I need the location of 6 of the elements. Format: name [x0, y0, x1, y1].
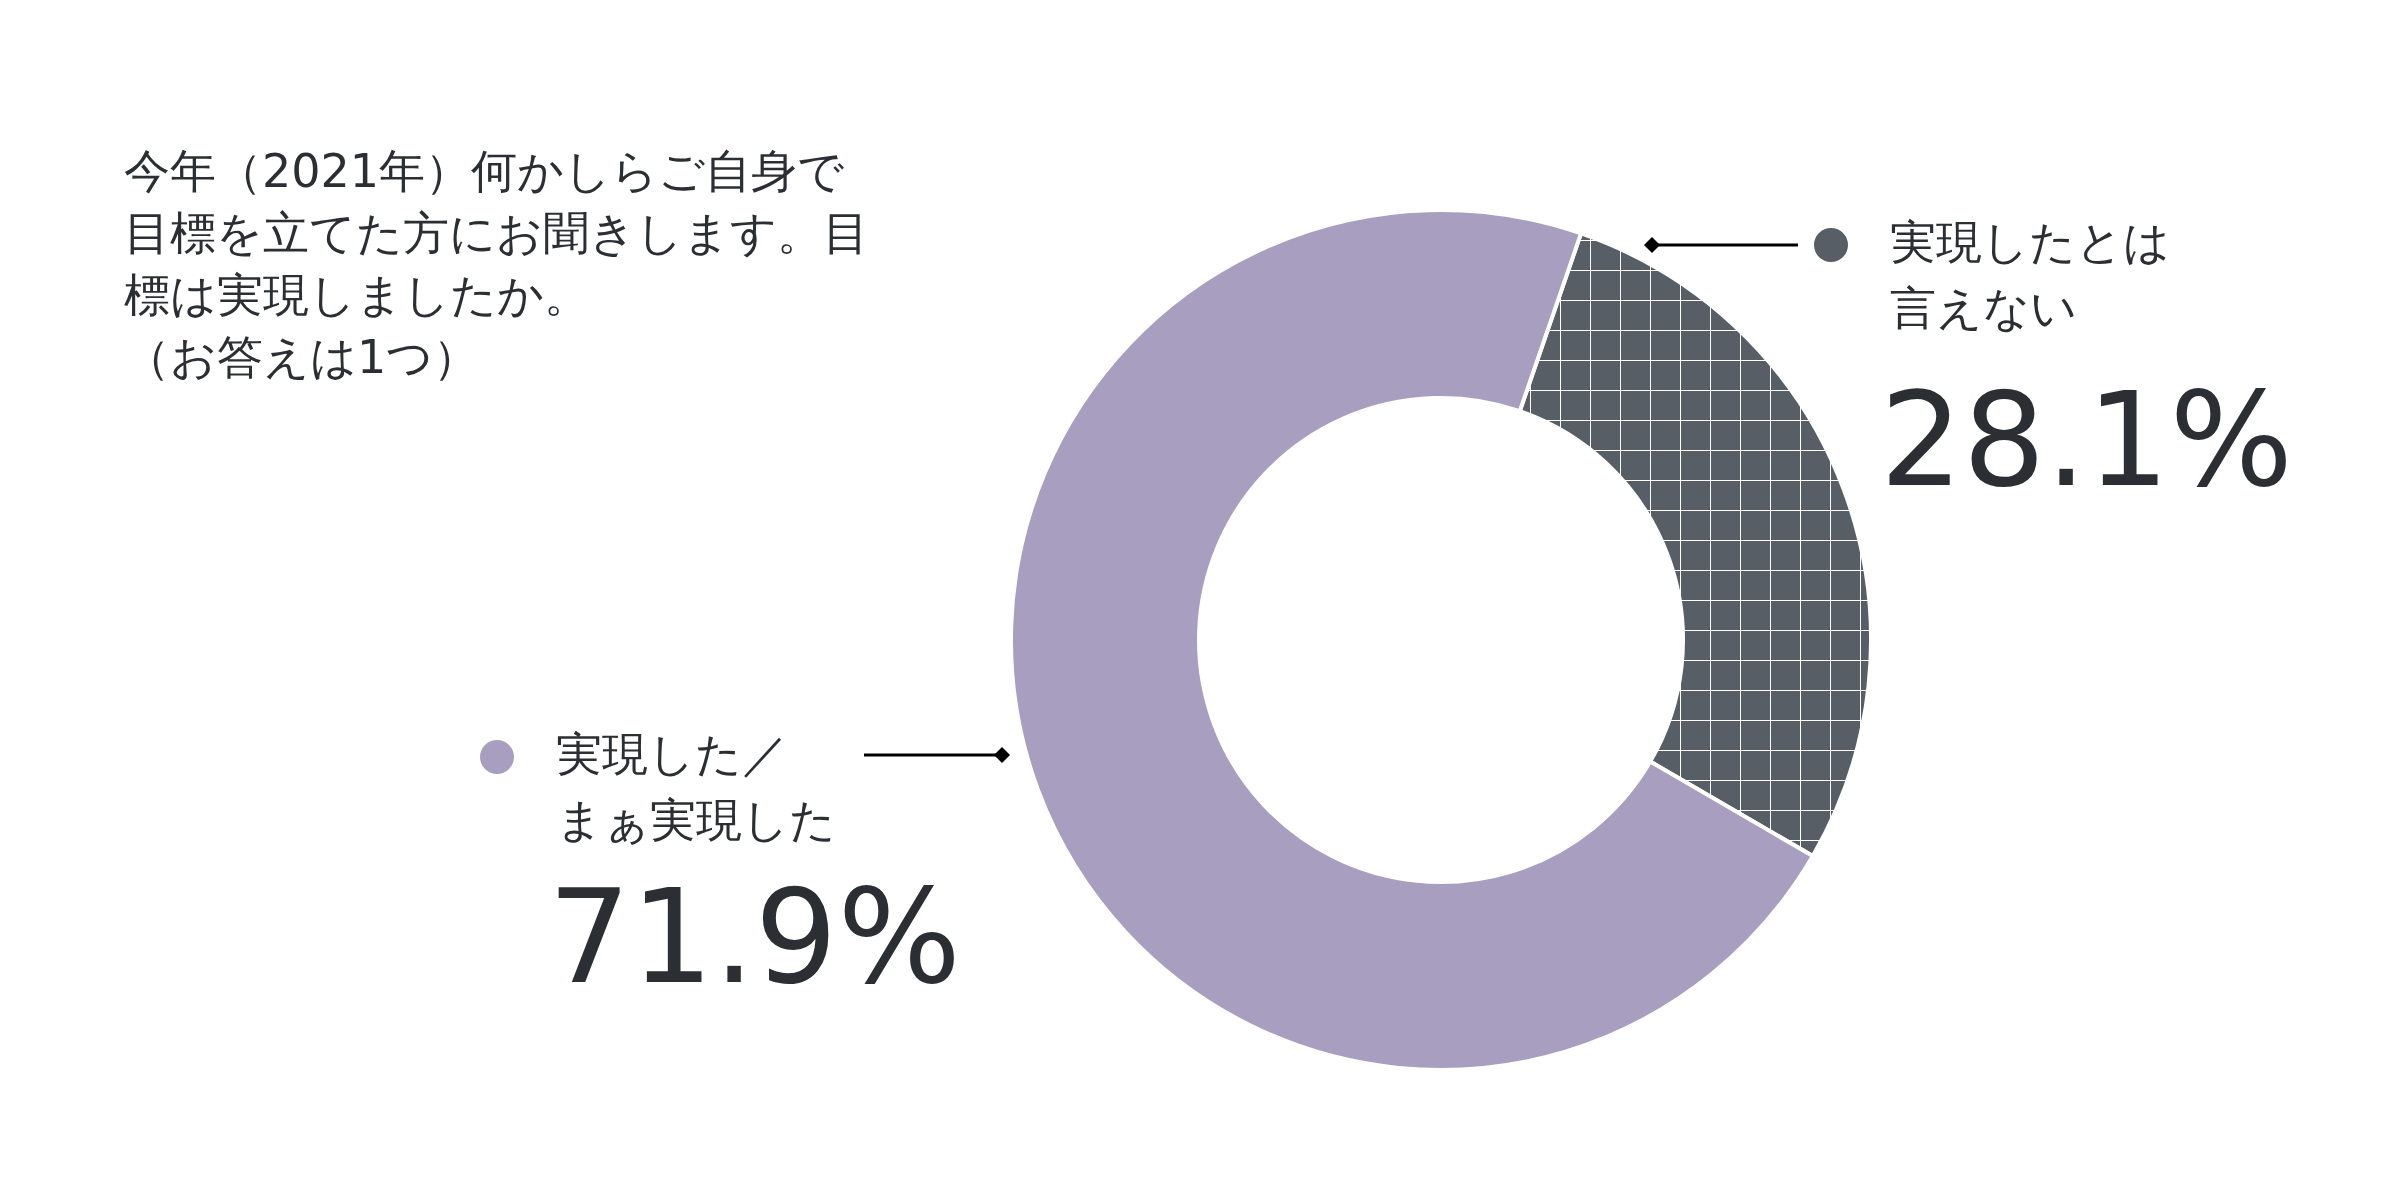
legend-label: 実現したとは言えない [1890, 214, 2171, 337]
chart-title: 今年（2021年）何かしらご自身で目標を立てた方にお聞きします。目標は実現しましたか。 [124, 143, 870, 324]
data-label: 28.1% [1880, 364, 2293, 516]
data-label: 71.9% [548, 861, 961, 1013]
text: （お答えは1つ） [124, 329, 481, 386]
legend-label: 実現した／まぁ実現した [556, 726, 837, 849]
